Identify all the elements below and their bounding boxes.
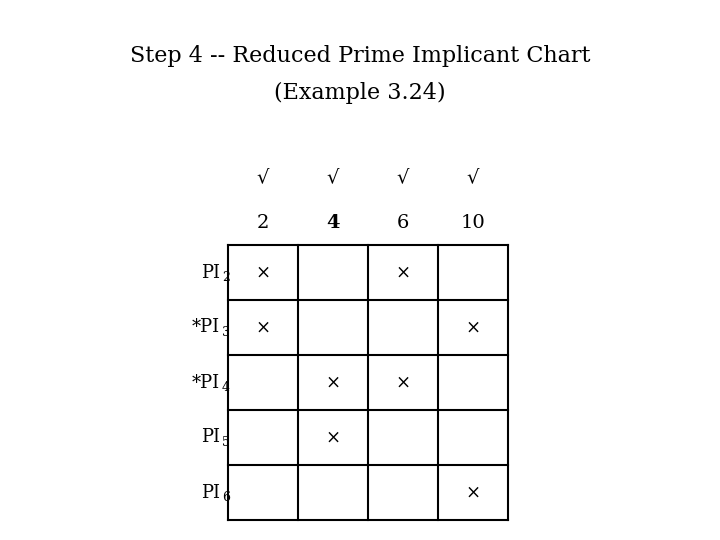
Text: (Example 3.24): (Example 3.24) xyxy=(274,82,446,104)
Text: ×: × xyxy=(395,264,410,281)
Text: ×: × xyxy=(325,429,341,447)
Text: 6: 6 xyxy=(222,491,230,504)
Text: ×: × xyxy=(465,319,480,336)
Text: 2: 2 xyxy=(222,271,230,284)
Text: 10: 10 xyxy=(461,213,485,232)
Text: 6: 6 xyxy=(397,213,409,232)
Text: PI: PI xyxy=(201,483,220,502)
Text: ×: × xyxy=(325,374,341,391)
Text: PI: PI xyxy=(201,264,220,281)
Text: PI: PI xyxy=(201,429,220,447)
Text: √: √ xyxy=(327,168,339,186)
Text: √: √ xyxy=(257,168,269,186)
Text: ×: × xyxy=(256,319,271,336)
Text: 3: 3 xyxy=(222,326,230,339)
Text: √: √ xyxy=(397,168,409,186)
Text: 2: 2 xyxy=(257,213,269,232)
Text: 5: 5 xyxy=(222,436,230,449)
Text: √: √ xyxy=(467,168,480,186)
Text: *PI: *PI xyxy=(192,319,220,336)
Text: 4: 4 xyxy=(326,213,340,232)
Text: ×: × xyxy=(395,374,410,391)
Text: *PI: *PI xyxy=(192,374,220,391)
Text: Step 4 -- Reduced Prime Implicant Chart: Step 4 -- Reduced Prime Implicant Chart xyxy=(130,45,590,67)
Text: ×: × xyxy=(256,264,271,281)
Text: 4: 4 xyxy=(222,381,230,394)
Text: ×: × xyxy=(465,483,480,502)
